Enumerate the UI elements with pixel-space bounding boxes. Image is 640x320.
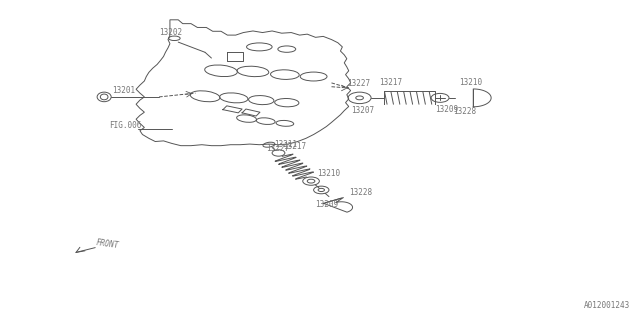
Text: 13209: 13209 — [315, 199, 338, 209]
Text: FIG.006: FIG.006 — [109, 121, 141, 130]
Text: 13210: 13210 — [460, 78, 483, 87]
Text: 13207: 13207 — [351, 106, 374, 115]
Text: 13227: 13227 — [347, 79, 370, 88]
Text: 13217: 13217 — [284, 142, 307, 151]
Text: 13227: 13227 — [266, 144, 289, 153]
Text: 13228: 13228 — [453, 108, 476, 116]
Text: 13211: 13211 — [274, 140, 297, 149]
Text: 13201: 13201 — [113, 86, 136, 95]
Text: A012001243: A012001243 — [584, 301, 630, 310]
Text: 13210: 13210 — [317, 169, 340, 178]
Text: 13217: 13217 — [379, 78, 402, 87]
Text: FRONT: FRONT — [95, 238, 120, 250]
Text: 13202: 13202 — [159, 28, 182, 37]
Text: 13209: 13209 — [435, 105, 458, 114]
Text: 13228: 13228 — [349, 188, 372, 197]
